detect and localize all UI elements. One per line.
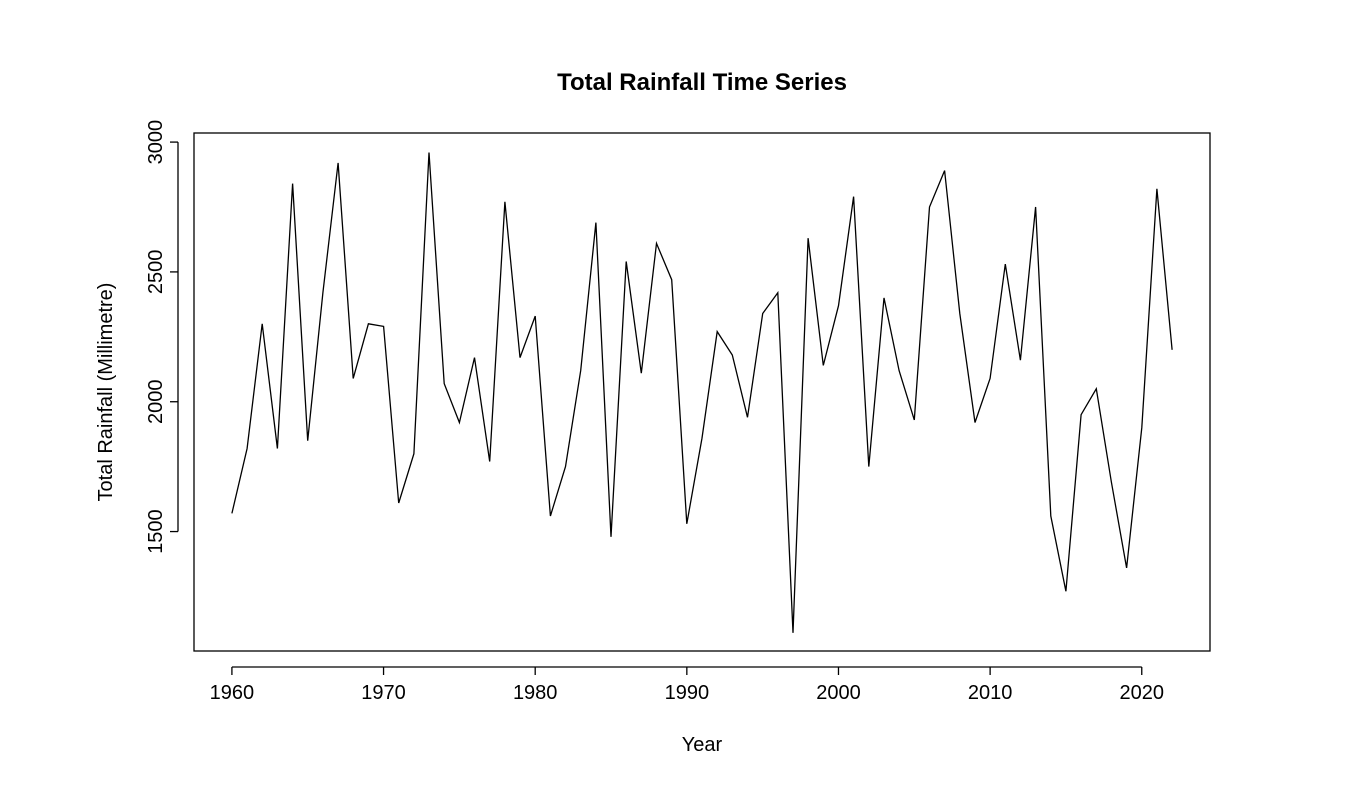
y-axis: 1500 2000 2500 3000: [145, 120, 179, 554]
series-line: [231, 152, 1173, 633]
y-axis-label: Total Rainfall (Millimetre): [95, 283, 117, 502]
y-tick-label: 2000: [145, 379, 167, 424]
x-tick-label: 1960: [210, 682, 255, 704]
x-tick-label: 2020: [1120, 682, 1165, 704]
x-axis: 1960 1970 1980 1990 2000 2010 2020: [210, 666, 1165, 704]
x-tick-label: 1970: [361, 682, 406, 704]
y-tick-label: 3000: [145, 120, 167, 165]
x-axis-label: Year: [682, 734, 723, 756]
x-tick-label: 2000: [816, 682, 861, 704]
x-tick-label: 1980: [513, 682, 558, 704]
rainfall-series: [231, 152, 1173, 633]
x-tick-label: 2010: [968, 682, 1013, 704]
y-tick-label: 2500: [145, 250, 167, 295]
chart-title: Total Rainfall Time Series: [557, 69, 847, 96]
y-tick-label: 1500: [145, 509, 167, 554]
x-tick-label: 1990: [665, 682, 710, 704]
plot-area-frame: [193, 132, 1211, 652]
